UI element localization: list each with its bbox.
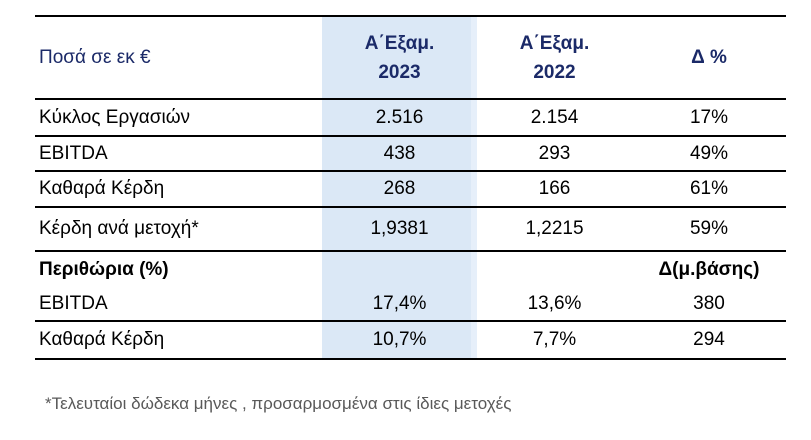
cell-2022 — [477, 252, 632, 287]
cell-2022: 13,6% — [527, 292, 582, 314]
cell-label: EBITDA — [39, 292, 108, 314]
cell-2023 — [322, 252, 477, 287]
header-col-2022-period: Α΄Εξαμ. — [519, 32, 590, 54]
header-col-delta: Δ % — [691, 46, 727, 68]
cell-label: Καθαρά Κέρδη — [39, 329, 165, 350]
cell-2022: 166 — [538, 178, 571, 199]
cell-2023: 17,4% — [322, 287, 477, 320]
header-col-2022: Α΄Εξαμ. 2022 — [477, 17, 632, 98]
cell-delta: Δ(μ.βάσης) — [658, 258, 760, 280]
cell-label: Κύκλος Εργασιών — [39, 106, 191, 128]
cell-delta: 61% — [689, 178, 729, 199]
financial-results-table: Ποσά σε εκ € Α΄Εξαμ. 2023 Α΄Εξαμ. 2022 Δ… — [35, 15, 786, 360]
cell-2022: 2.154 — [530, 106, 579, 128]
header-col-2022-year: 2022 — [533, 61, 576, 83]
cell-2023: 268 — [322, 172, 477, 206]
cell-label: Περιθώρια (%) — [39, 258, 169, 280]
table-row: Καθαρά Κέρδη 268 166 61% — [35, 172, 786, 208]
table-row: Κύκλος Εργασιών 2.516 2.154 17% — [35, 100, 786, 137]
cell-delta: 294 — [693, 329, 725, 350]
cell-2023: 1,9381 — [322, 208, 477, 250]
cell-label: Κέρδη ανά μετοχή* — [39, 218, 199, 239]
cell-label: Καθαρά Κέρδη — [39, 178, 165, 199]
cell-label: EBITDA — [39, 142, 108, 164]
cell-2022: 7,7% — [532, 329, 577, 350]
cell-delta: 49% — [689, 142, 729, 164]
table-row: EBITDA 438 293 49% — [35, 137, 786, 172]
table-section-row: Περιθώρια (%) Δ(μ.βάσης) — [35, 252, 786, 287]
cell-2023: 2.516 — [322, 100, 477, 135]
header-col-2023-period: Α΄Εξαμ. — [364, 32, 435, 54]
cell-2022: 1,2215 — [525, 218, 584, 239]
table-footnote: *Τελευταίοι δώδεκα μήνες , προσαρμοσμένα… — [45, 394, 512, 413]
cell-delta: 17% — [689, 106, 729, 128]
cell-2023: 10,7% — [322, 322, 477, 358]
header-col-2023-year: 2023 — [378, 61, 421, 83]
cell-delta: 380 — [693, 292, 725, 314]
table-header-row: Ποσά σε εκ € Α΄Εξαμ. 2023 Α΄Εξαμ. 2022 Δ… — [35, 17, 786, 100]
cell-2022: 293 — [538, 142, 571, 164]
header-unit-label: Ποσά σε εκ € — [39, 46, 151, 68]
table-row: Καθαρά Κέρδη 10,7% 7,7% 294 — [35, 322, 786, 360]
table-row: EBITDA 17,4% 13,6% 380 — [35, 287, 786, 322]
cell-2023: 438 — [322, 137, 477, 170]
header-col-2023: Α΄Εξαμ. 2023 — [322, 17, 477, 98]
cell-delta: 59% — [689, 218, 729, 239]
table-row: Κέρδη ανά μετοχή* 1,9381 1,2215 59% — [35, 208, 786, 252]
